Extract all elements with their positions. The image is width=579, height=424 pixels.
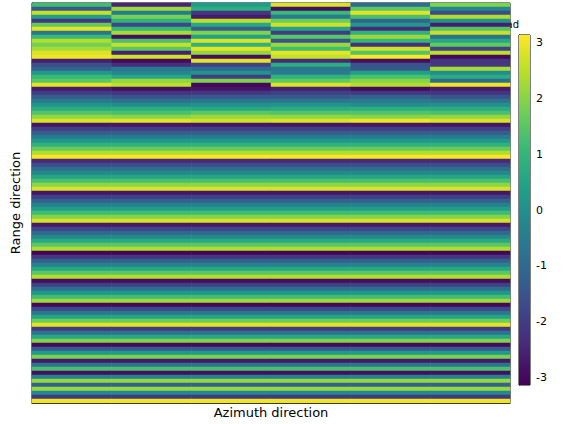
- svg-text:0: 0: [536, 204, 543, 217]
- svg-text:3: 3: [536, 36, 543, 49]
- svg-text:1: 1: [536, 148, 543, 161]
- svg-text:Azimuth direction: Azimuth direction: [214, 405, 329, 420]
- svg-text:rad: rad: [502, 18, 519, 30]
- svg-text:2: 2: [536, 92, 543, 105]
- svg-text:-1: -1: [536, 259, 547, 272]
- svg-text:-3: -3: [536, 371, 547, 384]
- svg-text:Range direction: Range direction: [8, 152, 23, 254]
- svg-text:-2: -2: [536, 315, 547, 328]
